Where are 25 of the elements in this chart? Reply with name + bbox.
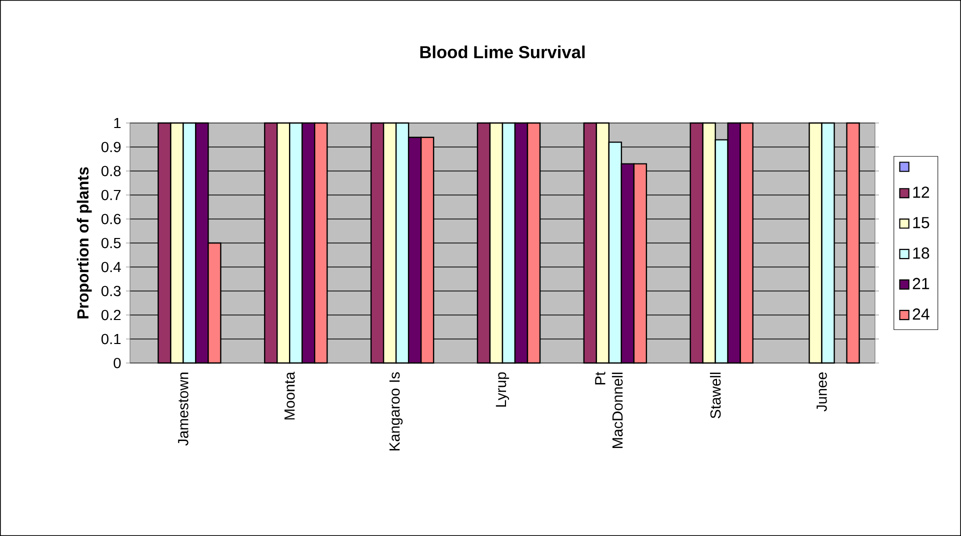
y-tick-label: 0 bbox=[114, 358, 121, 368]
x-tick-label: Stawell bbox=[710, 372, 721, 418]
legend-label: 15 bbox=[913, 217, 930, 228]
x-tick-label: Lyrup bbox=[496, 372, 510, 407]
y-tick-label: 0.2 bbox=[101, 310, 121, 320]
x-tick-label: Moonta bbox=[284, 372, 295, 420]
legend-label: 18 bbox=[913, 247, 930, 259]
y-tick-label: 0.3 bbox=[101, 286, 121, 296]
y-tick-label: 0.6 bbox=[101, 214, 121, 224]
legend-label: 12 bbox=[913, 186, 930, 198]
y-tick-label: 0.9 bbox=[101, 142, 121, 152]
x-tick-label: Jamestown bbox=[178, 372, 188, 446]
y-tick-label: 0.4 bbox=[101, 262, 121, 272]
y-tick-label: 0.7 bbox=[101, 190, 121, 200]
legend-label: 21 bbox=[912, 278, 930, 290]
y-tick-label: 1 bbox=[114, 118, 121, 128]
x-tick-label: Junee bbox=[816, 372, 827, 412]
chart-title: Blood Lime Survival bbox=[420, 46, 585, 58]
x-tick-label: Pt MacDonnell bbox=[595, 372, 623, 448]
y-axis-title: Proportion of plants bbox=[76, 167, 92, 318]
legend-label: 24 bbox=[912, 308, 930, 320]
y-tick-label: 0.1 bbox=[101, 334, 121, 344]
y-tick-label: 0.8 bbox=[101, 166, 121, 176]
x-tick-label: Kangaroo Is bbox=[390, 372, 403, 450]
y-tick-label: 0.5 bbox=[101, 238, 121, 248]
